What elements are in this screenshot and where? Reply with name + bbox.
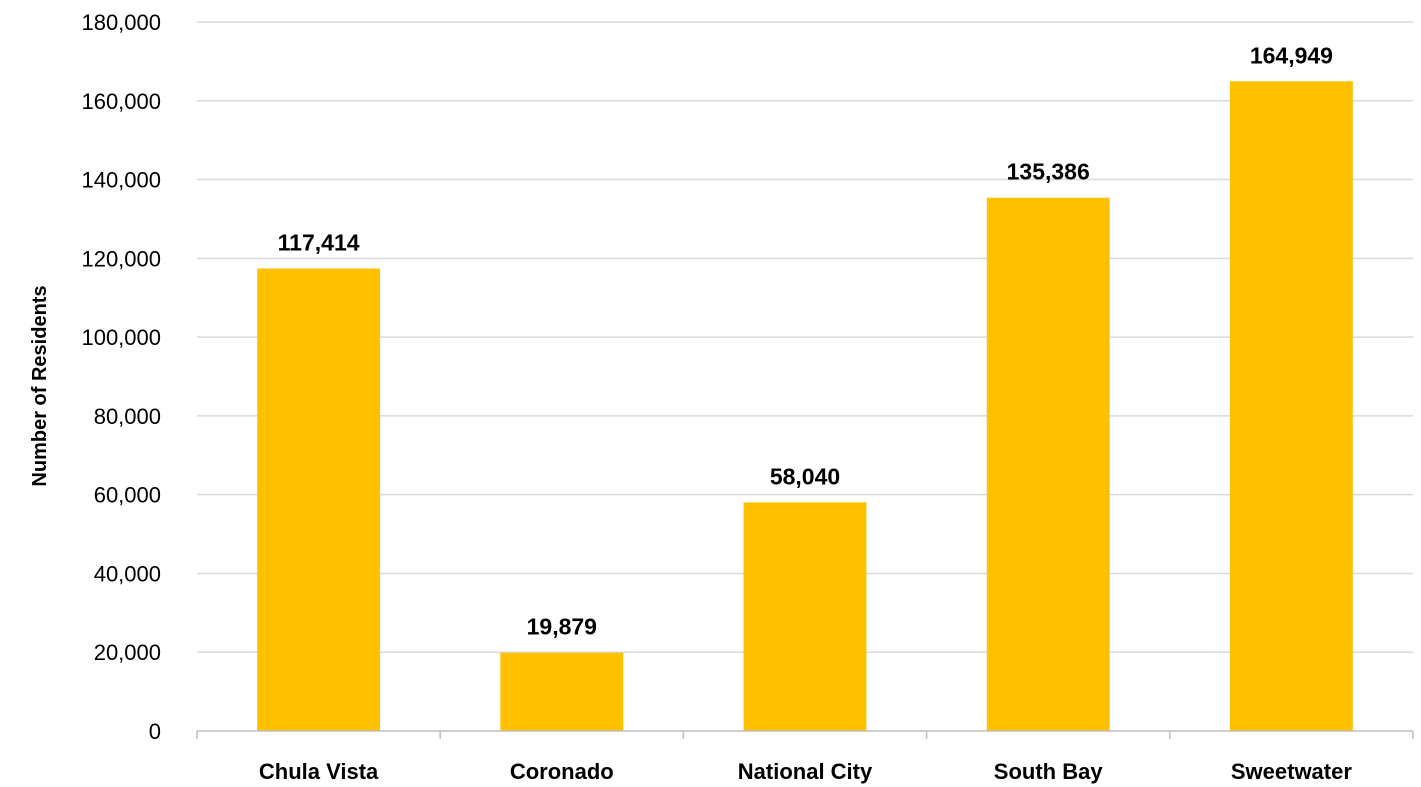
bar [500,652,624,731]
data-label: 135,386 [1007,159,1090,185]
y-tick-label: 140,000 [81,168,161,193]
x-category-label: South Bay [994,759,1104,784]
gridlines [197,21,1413,653]
y-axis-tick-labels: 0 20,000 40,000 60,000 80,000 100,000 120,000 1… [81,10,161,744]
y-tick-label: 160,000 [81,89,161,114]
x-axis [196,730,1414,739]
y-tick-label: 120,000 [81,246,161,271]
data-label: 117,414 [278,230,360,256]
x-category-label: Coronado [510,759,614,784]
y-tick-label: 80,000 [94,404,161,429]
data-label: 164,949 [1250,42,1333,68]
x-category-label: National City [738,759,873,784]
bar [743,502,867,731]
bar [1229,81,1353,731]
data-labels: 117,414 19,879 58,040 135,386 164,949 [278,42,1333,639]
y-axis-title: Number of Residents [29,285,51,486]
data-label: 58,040 [770,463,840,489]
y-tick-label: 20,000 [94,640,161,665]
bar [257,268,381,731]
x-axis-category-labels: Chula Vista Coronado National City South Ba… [259,759,1352,784]
y-tick-label: 0 [149,719,161,744]
bar [986,197,1110,731]
x-category-label: Chula Vista [259,759,379,784]
bars [257,81,1353,731]
y-tick-label: 180,000 [81,10,161,35]
y-tick-label: 60,000 [94,483,161,508]
data-label: 19,879 [527,614,597,640]
y-tick-label: 40,000 [94,561,161,586]
x-category-label: Sweetwater [1231,759,1352,784]
y-tick-label: 100,000 [81,325,161,350]
